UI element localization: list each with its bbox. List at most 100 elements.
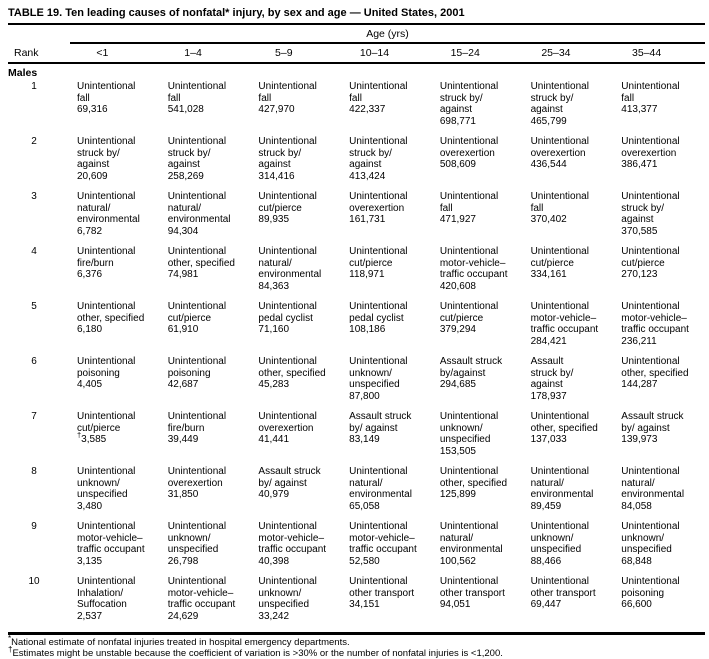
injury-count: 4,405: [77, 379, 103, 390]
cause-cell: Unintentional unknown/ unspecified 87,800: [342, 356, 433, 402]
injury-count: 74,981: [167, 269, 199, 280]
cause-cell: Unintentional unknown/ unspecified 26,798: [161, 521, 252, 567]
cause-text: Unintentional other, specified: [77, 301, 145, 324]
table-row: 9 Unintentional motor-vehicle– traffic oc…: [8, 521, 705, 576]
injury-count: 370,402: [530, 214, 567, 225]
cause-text: Unintentional natural/ environmental: [349, 466, 412, 500]
cause-cell: Unintentional unknown/ unspecified 68,848: [614, 521, 705, 567]
injury-count: 94,304: [167, 225, 199, 237]
cause-text: Unintentional struck by/ against: [621, 191, 680, 225]
cause-text: Unintentional motor-vehicle– traffic occ…: [258, 521, 327, 555]
injury-count: 3,480: [77, 500, 103, 512]
section-label-males: Males: [8, 67, 38, 79]
cause-cell: Unintentional motor-vehicle– traffic occ…: [70, 521, 161, 567]
injury-count: 69,316: [77, 104, 108, 115]
injury-count: 88,466: [530, 555, 562, 567]
column-header-age-6: 35–44: [632, 47, 662, 59]
cause-cell: Unintentional cut/pierce 89,935: [251, 191, 342, 226]
injury-count: 6,180: [77, 324, 103, 335]
cause-cell: Unintentional unknown/ unspecified 3,480: [70, 466, 161, 512]
injury-count: 2,537: [77, 610, 103, 622]
cause-text: Unintentional struck by/ against: [349, 136, 408, 170]
injury-count: 436,544: [530, 159, 567, 170]
cause-cell: Unintentional natural/ environmental 65,0…: [342, 466, 433, 512]
cause-text: Unintentional Inhalation/ Suffocation: [77, 576, 136, 610]
cause-cell: Unintentional fire/burn 39,449: [161, 411, 252, 446]
cause-text: Assault struck by/ against: [530, 356, 574, 390]
rank-cell: 10: [28, 576, 40, 587]
injury-count: 6,376: [77, 269, 103, 280]
cause-cell: Unintentional motor-vehicle– traffic occ…: [433, 246, 524, 292]
cause-text: Unintentional cut/pierce: [530, 246, 589, 269]
cause-cell: Unintentional poisoning 42,687: [161, 356, 252, 391]
injury-count: 178,937: [530, 390, 567, 402]
injury-count: 258,269: [167, 170, 204, 182]
cause-cell: Assault struck by/ against 83,149: [342, 411, 433, 446]
cause-cell: Unintentional struck by/ against 314,416: [251, 136, 342, 182]
table-row: 7 Unintentional cut/pierce †3,585 Unintenti…: [8, 411, 705, 466]
cause-cell: Unintentional natural/ environmental 6,78…: [70, 191, 161, 237]
cause-text: Unintentional unknown/ unspecified: [167, 521, 227, 555]
injury-count: 45,283: [258, 379, 290, 390]
table-title: TABLE 19. Ten leading causes of nonfatal…: [8, 5, 705, 25]
cause-cell: Unintentional Inhalation/ Suffocation 2,5…: [70, 576, 161, 622]
injury-count: 379,294: [439, 324, 476, 335]
cause-text: Unintentional other transport: [530, 576, 596, 599]
cause-text: Unintentional motor-vehicle– traffic occ…: [530, 301, 599, 335]
cause-text: Unintentional other, specified: [439, 466, 508, 489]
injury-count: 465,799: [530, 115, 567, 127]
cause-text: Unintentional fall: [530, 191, 589, 214]
column-header-age-5: 25–34: [541, 47, 571, 59]
cause-text: Unintentional natural/ environmental: [77, 191, 140, 225]
cause-text: Unintentional other transport: [439, 576, 505, 599]
cause-text: Unintentional natural/ environmental: [621, 466, 685, 500]
cause-cell: Unintentional motor-vehicle– traffic occ…: [342, 521, 433, 567]
injury-count: 24,629: [167, 610, 199, 622]
table-row: 10 Unintentional Inhalation/ Suffocation 2…: [8, 576, 705, 631]
cause-cell: Unintentional unknown/ unspecified 88,466: [524, 521, 615, 567]
injury-count: 161,731: [349, 214, 386, 225]
cause-text: Unintentional natural/ environmental: [530, 466, 594, 500]
injury-count: 83,149: [349, 434, 380, 445]
cause-text: Unintentional fall: [621, 81, 680, 104]
cause-text: Unintentional natural/ environmental: [167, 191, 231, 225]
cause-cell: Unintentional cut/pierce 379,294: [433, 301, 524, 336]
cause-text: Unintentional other, specified: [258, 356, 326, 379]
injury-count: 3,135: [77, 555, 103, 567]
cause-text: Unintentional fall: [167, 81, 227, 104]
cause-cell: Unintentional other transport 69,447: [524, 576, 615, 611]
cause-cell: Unintentional motor-vehicle– traffic occ…: [251, 521, 342, 567]
cause-text: Unintentional struck by/ against: [258, 136, 317, 170]
cause-cell: Unintentional struck by/ against 698,771: [433, 81, 524, 127]
cause-text: Unintentional overexertion: [439, 136, 499, 159]
injury-count-number: 3,585: [81, 434, 107, 445]
cause-cell: Unintentional other, specified 144,287: [614, 356, 705, 391]
rank-cell: 2: [31, 136, 37, 147]
table-row: 2 Unintentional struck by/ against 20,609 U…: [8, 136, 705, 191]
cause-text: Unintentional pedal cyclist: [349, 301, 408, 324]
injury-count: 39,449: [167, 434, 199, 445]
cause-text: Unintentional fall: [77, 81, 136, 104]
injury-count: 153,505: [439, 445, 476, 457]
cause-text: Unintentional other, specified: [167, 246, 235, 269]
cause-text: Unintentional other, specified: [621, 356, 689, 379]
injury-count: 541,028: [167, 104, 204, 115]
cause-text: Unintentional overexertion: [530, 136, 589, 159]
cause-cell: Unintentional overexertion 508,609: [433, 136, 524, 171]
injury-count: 413,377: [621, 104, 658, 115]
cause-cell: Unintentional pedal cyclist 108,186: [342, 301, 433, 336]
injury-count: 108,186: [349, 324, 386, 335]
cause-cell: Assault struck by/against 294,685: [433, 356, 524, 391]
injury-count: 20,609: [77, 170, 108, 182]
cause-cell: Unintentional cut/pierce 61,910: [161, 301, 252, 336]
cause-cell: Unintentional struck by/ against 370,585: [614, 191, 705, 237]
cause-cell: Unintentional overexertion 31,850: [161, 466, 252, 501]
injury-count: 26,798: [167, 555, 199, 567]
injury-count: 270,123: [621, 269, 658, 280]
cause-text: Unintentional unknown/ unspecified: [77, 466, 136, 500]
cause-text: Unintentional unknown/ unspecified: [258, 576, 317, 610]
injury-count: 334,161: [530, 269, 567, 280]
rank-cell: 5: [31, 301, 37, 312]
injury-count: 94,051: [439, 599, 471, 610]
injury-count: 422,337: [349, 104, 386, 115]
